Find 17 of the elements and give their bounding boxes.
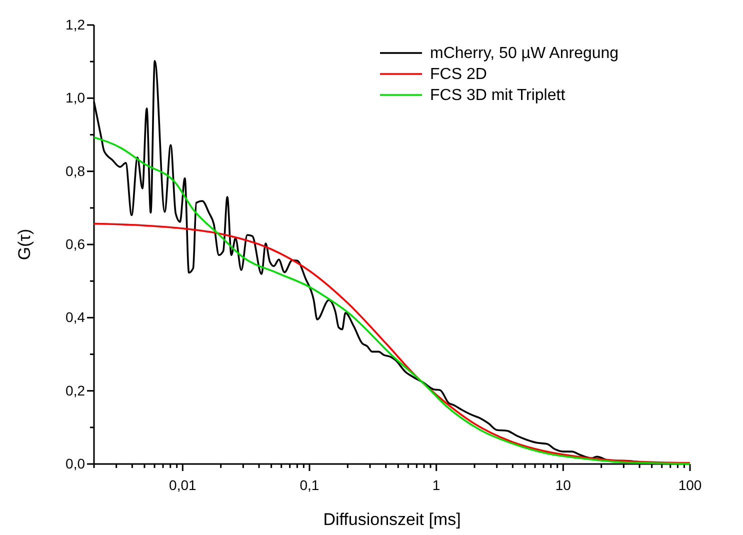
x-tick-label: 100 [678,476,702,493]
y-tick-label: 0,0 [66,455,86,472]
legend-label: FCS 3D mit Triplett [430,87,566,104]
legend-label: FCS 2D [430,66,487,83]
y-tick-label: 0,8 [66,162,86,179]
y-tick-label: 0,4 [66,309,86,326]
y-tick-label: 0,2 [66,382,86,398]
x-tick-label: 10 [555,476,572,493]
legend-label: mCherry, 50 µW Anregung [430,45,619,62]
x-tick-label: 0,1 [300,476,320,493]
x-tick-label: 1 [432,476,440,493]
x-tick-label: 0,01 [169,476,196,493]
y-tick-label: 1,0 [66,90,86,106]
x-axis-title: Diffusionszeit [ms] [323,510,461,529]
y-axis-title: G(τ) [15,228,34,260]
y-tick-label: 1,2 [66,16,86,32]
y-tick-label: 0,6 [66,236,86,252]
